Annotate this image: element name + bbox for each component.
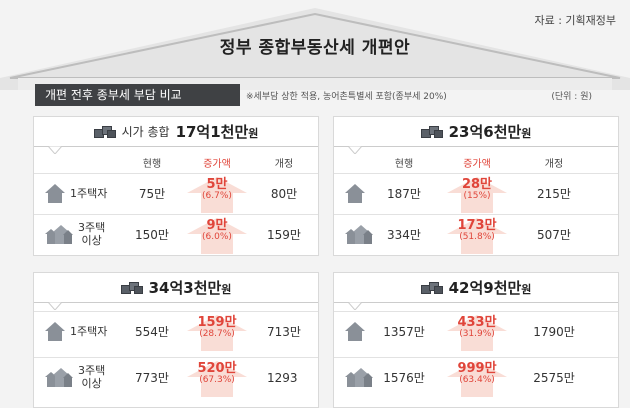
col-revised: 개정 xyxy=(274,159,294,170)
panel-header: 42억9천만원 xyxy=(334,273,618,303)
revised-tax: 1790만 xyxy=(533,325,575,339)
footnote: ※세부담 상한 적용, 농어촌특별세 포함(종부세 20%) xyxy=(246,92,447,102)
money-blocks-icon xyxy=(420,281,443,295)
row-label: 1주택자 xyxy=(70,186,108,200)
col-current: 현행 xyxy=(394,159,414,170)
money-blocks-icon xyxy=(93,125,116,139)
single-house-icon xyxy=(345,184,365,203)
column-headers: 현행 증가액 개정 xyxy=(34,155,318,170)
col-increase: 증가액 xyxy=(203,159,231,170)
comparison-panel-3: 34억3천만원 1주택자 554만 159만 (28.7%) 713만 3주택 이상… xyxy=(33,272,319,408)
col-increase: 증가액 xyxy=(463,159,491,170)
single-house-icon xyxy=(45,184,65,203)
increase-value: 173만 (51.8%) xyxy=(457,218,497,243)
increase-value: 9만 (6.0%) xyxy=(202,218,232,243)
current-tax: 75만 xyxy=(138,187,166,201)
panel-header: 시가 총합 17억1천만원 xyxy=(34,117,318,147)
revised-tax: 713만 xyxy=(267,325,301,339)
current-tax: 1576만 xyxy=(383,371,425,385)
multi-house-icon xyxy=(345,368,373,387)
multi-house-icon xyxy=(45,368,73,387)
increase-arrow-icon xyxy=(447,361,507,397)
header-pointer xyxy=(348,302,362,310)
price-amount: 42억9천만 xyxy=(448,279,522,297)
unit-label: (단위 : 원) xyxy=(551,92,592,102)
source-credit: 자료 : 기획재정부 xyxy=(534,14,616,27)
multi-house-icon xyxy=(45,225,73,244)
increase-arrow-icon xyxy=(447,315,507,351)
increase-value: 5만 (6.7%) xyxy=(202,177,232,202)
current-tax: 773만 xyxy=(135,371,169,385)
current-tax: 187만 xyxy=(387,187,421,201)
revised-tax: 2575만 xyxy=(533,371,575,385)
multi-house-icon xyxy=(345,225,373,244)
price-unit: 원 xyxy=(521,127,532,140)
panel-header: 23억6천만원 xyxy=(334,117,618,147)
header-pointer xyxy=(48,146,62,154)
price-amount: 17억1천만 xyxy=(175,123,249,141)
row-three-houses: 1576만 999만 (63.4%) 2575만 xyxy=(334,357,618,397)
increase-value: 159만 (28.7%) xyxy=(197,315,237,340)
current-tax: 554만 xyxy=(135,325,169,339)
row-one-house: 1357만 433만 (31.9%) 1790만 xyxy=(334,311,618,351)
increase-arrow-icon xyxy=(187,218,247,254)
increase-value: 433만 (31.9%) xyxy=(457,315,497,340)
increase-arrow-icon xyxy=(187,315,247,351)
revised-tax: 80만 xyxy=(270,187,298,201)
column-headers: 현행 증가액 개정 xyxy=(334,155,618,170)
comparison-panel-2: 23억6천만원 현행 증가액 개정 187만 28만 (15%) 215만 334… xyxy=(333,116,619,256)
col-current: 현행 xyxy=(142,159,162,170)
header-pointer xyxy=(48,302,62,310)
increase-arrow-icon xyxy=(447,218,507,254)
increase-value: 999만 (63.4%) xyxy=(457,361,497,386)
section-subtitle: 개편 전후 종부세 부담 비교 xyxy=(35,84,240,106)
price-amount: 34억3천만 xyxy=(148,279,222,297)
price-unit: 원 xyxy=(521,283,532,296)
increase-value: 520만 (67.3%) xyxy=(197,361,237,386)
price-amount: 23억6천만 xyxy=(448,123,522,141)
header-pointer xyxy=(348,146,362,154)
col-revised: 개정 xyxy=(544,159,564,170)
row-one-house: 1주택자 554만 159만 (28.7%) 713만 xyxy=(34,311,318,351)
revised-tax: 215만 xyxy=(537,187,571,201)
revised-tax: 159만 xyxy=(267,228,301,242)
increase-arrow-icon xyxy=(187,177,247,213)
current-tax: 334만 xyxy=(387,228,421,242)
current-tax: 1357만 xyxy=(383,325,425,339)
comparison-panel-1: 시가 총합 17억1천만원 현행 증가액 개정 1주택자 75만 5만 (6.7%… xyxy=(33,116,319,256)
page-title: 정부 종합부동산세 개편안 xyxy=(219,38,411,58)
single-house-icon xyxy=(45,322,65,341)
increase-arrow-icon xyxy=(187,361,247,397)
row-three-houses: 334만 173만 (51.8%) 507만 xyxy=(334,214,618,254)
current-tax: 150만 xyxy=(135,228,169,242)
row-label: 3주택 이상 xyxy=(78,364,106,390)
row-three-houses: 3주택 이상 150만 9만 (6.0%) 159만 xyxy=(34,214,318,254)
money-blocks-icon xyxy=(120,281,143,295)
row-one-house: 187만 28만 (15%) 215만 xyxy=(334,173,618,213)
price-unit: 원 xyxy=(221,283,232,296)
price-label: 시가 총합 xyxy=(121,125,170,139)
revised-tax: 1293만 xyxy=(267,371,298,385)
revised-tax: 507만 xyxy=(537,228,571,242)
price-unit: 원 xyxy=(248,127,259,140)
panel-header: 34억3천만원 xyxy=(34,273,318,303)
row-one-house: 1주택자 75만 5만 (6.7%) 80만 xyxy=(34,173,318,213)
row-label: 3주택 이상 xyxy=(78,221,106,247)
increase-value: 28만 (15%) xyxy=(461,177,493,202)
money-blocks-icon xyxy=(420,125,443,139)
row-label: 1주택자 xyxy=(70,324,108,338)
comparison-panel-4: 42억9천만원 1357만 433만 (31.9%) 1790만 1576만 99… xyxy=(333,272,619,408)
increase-arrow-icon xyxy=(447,177,507,213)
single-house-icon xyxy=(345,322,365,341)
